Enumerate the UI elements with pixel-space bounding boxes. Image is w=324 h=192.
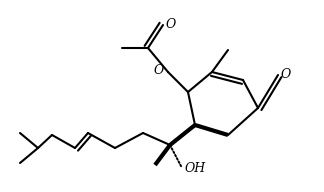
Text: O: O <box>166 18 176 31</box>
Text: O: O <box>154 65 164 78</box>
Text: OH: OH <box>185 162 206 175</box>
Text: O: O <box>281 68 291 80</box>
